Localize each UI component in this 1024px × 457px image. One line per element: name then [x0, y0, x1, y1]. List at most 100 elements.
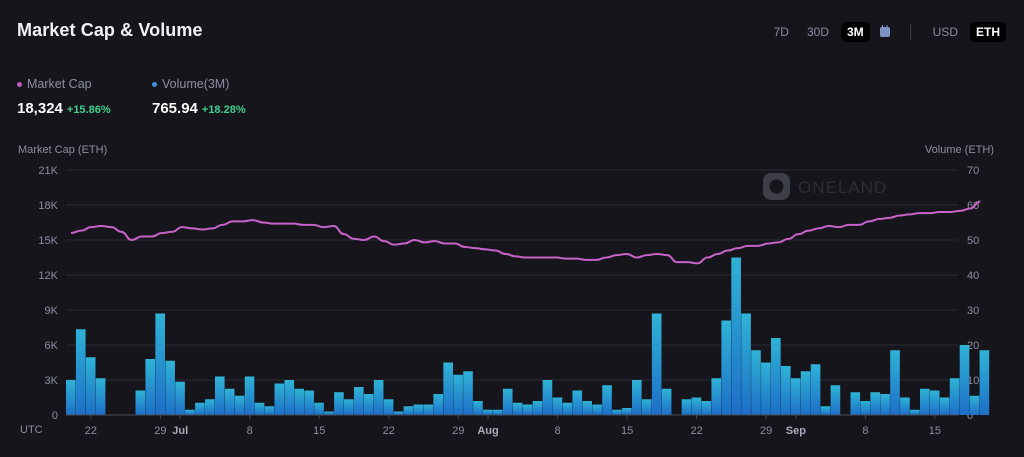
volume-bar[interactable]	[790, 378, 801, 415]
volume-bar[interactable]	[552, 397, 563, 416]
volume-bar[interactable]	[75, 329, 86, 415]
volume-bar[interactable]	[403, 406, 414, 415]
right-axis-tick: 70	[967, 165, 979, 177]
volume-bar[interactable]	[979, 350, 990, 415]
volume-bar[interactable]	[453, 374, 463, 415]
volume-bar[interactable]	[602, 385, 612, 415]
volume-bar[interactable]	[264, 406, 275, 415]
volume-bar[interactable]	[214, 376, 225, 416]
volume-bar[interactable]	[492, 409, 503, 415]
volume-bar[interactable]	[383, 399, 394, 415]
volume-bar[interactable]	[612, 409, 622, 415]
currency-eth-button[interactable]: ETH	[970, 22, 1006, 42]
range-3m-button[interactable]: 3M	[840, 22, 870, 42]
volume-bar[interactable]	[860, 401, 871, 415]
volume-bar[interactable]	[423, 404, 434, 416]
volume-bar[interactable]	[661, 388, 672, 415]
left-axis-tick: 3K	[45, 375, 59, 387]
market-cap-line[interactable]	[70, 200, 981, 265]
volume-bar[interactable]	[761, 362, 771, 416]
volume-bar[interactable]	[741, 313, 751, 416]
volume-bar[interactable]	[532, 401, 543, 415]
volume-bar[interactable]	[910, 409, 920, 415]
volume-bar[interactable]	[443, 362, 453, 416]
volume-bar[interactable]	[919, 388, 930, 415]
divider	[909, 24, 911, 40]
range-7d-button[interactable]: 7D	[773, 25, 789, 39]
volume-bar[interactable]	[314, 402, 324, 415]
volume-bar[interactable]	[681, 399, 692, 415]
volume-bar[interactable]	[632, 380, 642, 415]
volume-bar[interactable]	[145, 359, 156, 415]
volume-bar[interactable]	[810, 364, 821, 415]
volume-bar[interactable]	[771, 338, 781, 415]
volume-bar[interactable]	[622, 408, 632, 415]
volume-bar[interactable]	[413, 404, 424, 416]
volume-bar[interactable]	[890, 350, 900, 415]
volume-bar[interactable]	[175, 381, 185, 415]
volume-bar[interactable]	[512, 402, 523, 415]
volume-bar[interactable]	[224, 388, 235, 415]
volume-bar[interactable]	[483, 409, 493, 415]
volume-bar[interactable]	[701, 401, 712, 415]
volume-bar[interactable]	[195, 402, 205, 415]
volume-bar[interactable]	[205, 399, 215, 415]
volume-bar[interactable]	[185, 409, 195, 415]
volume-bar[interactable]	[393, 411, 404, 416]
volume-bar[interactable]	[562, 402, 573, 415]
volume-bar[interactable]	[463, 371, 473, 415]
volume-bar[interactable]	[969, 395, 980, 415]
volume-bar[interactable]	[66, 380, 76, 415]
volume-bar[interactable]	[641, 399, 652, 415]
volume-bar[interactable]	[304, 390, 314, 416]
volume-bar[interactable]	[334, 392, 344, 415]
volume-bar[interactable]	[502, 388, 513, 415]
volume-bar[interactable]	[691, 397, 702, 416]
volume-bar[interactable]	[433, 394, 444, 415]
volume-bar[interactable]	[651, 313, 662, 416]
volume-bar[interactable]	[592, 404, 602, 416]
x-axis-timezone-label: UTC	[20, 424, 43, 436]
volume-bar[interactable]	[135, 390, 146, 416]
volume-bar[interactable]	[234, 395, 245, 415]
volume-bar[interactable]	[254, 402, 265, 415]
currency-usd-button[interactable]: USD	[932, 25, 958, 39]
volume-bar[interactable]	[820, 406, 831, 415]
volume-bar[interactable]	[572, 390, 583, 416]
volume-bar[interactable]	[721, 320, 732, 416]
volume-bar[interactable]	[284, 380, 295, 415]
volume-bar[interactable]	[850, 392, 861, 415]
volume-bar[interactable]	[363, 394, 374, 415]
volume-bar[interactable]	[751, 350, 761, 415]
volume-bar[interactable]	[155, 313, 165, 416]
volume-bar[interactable]	[870, 392, 880, 415]
range-30d-button[interactable]: 30D	[806, 25, 829, 39]
volume-bar[interactable]	[542, 380, 553, 415]
volume-bar[interactable]	[244, 376, 255, 416]
volume-bar[interactable]	[780, 366, 791, 415]
volume-bar[interactable]	[959, 345, 970, 415]
volume-bar[interactable]	[95, 378, 106, 415]
volume-bar[interactable]	[165, 360, 175, 415]
volume-bar[interactable]	[294, 388, 305, 415]
volume-bar[interactable]	[800, 371, 811, 415]
volume-bar[interactable]	[949, 378, 960, 415]
volume-bar[interactable]	[731, 257, 741, 416]
volume-bar[interactable]	[929, 390, 940, 416]
volume-bar[interactable]	[353, 387, 364, 415]
calendar-icon[interactable]	[879, 25, 890, 37]
volume-bar[interactable]	[830, 385, 841, 415]
volume-bar[interactable]	[344, 399, 354, 415]
volume-bar[interactable]	[324, 411, 334, 416]
volume-bar[interactable]	[939, 397, 950, 416]
volume-bar[interactable]	[711, 378, 722, 415]
volume-bar[interactable]	[274, 383, 285, 416]
volume-bar[interactable]	[85, 357, 96, 415]
volume-bar[interactable]	[373, 380, 384, 415]
volume-bar[interactable]	[582, 401, 592, 415]
volume-bar[interactable]	[522, 404, 533, 416]
volume-bar[interactable]	[473, 401, 483, 415]
volume-bar[interactable]	[880, 394, 890, 415]
volume-bar[interactable]	[900, 397, 910, 416]
